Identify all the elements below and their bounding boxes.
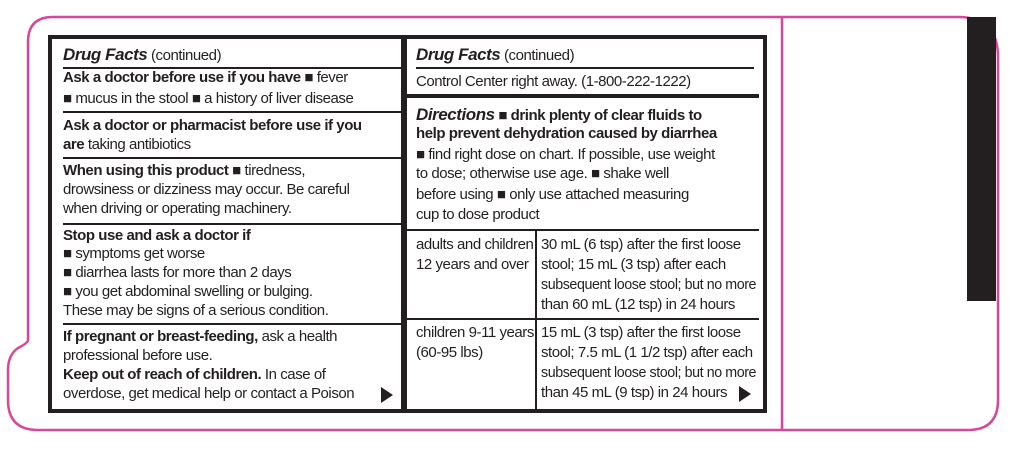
- right-line: help prevent dehydration caused by diarr…: [416, 124, 717, 143]
- right-line: Directions ■ drink plenty of clear fluid…: [416, 105, 702, 125]
- section-rule: [416, 67, 754, 69]
- text-segment: ■ diarrhea lasts for more than 2 days: [63, 264, 292, 281]
- left-line: Ask a doctor or pharmacist before use if…: [63, 116, 362, 135]
- text-segment: ask a health: [257, 328, 338, 345]
- dose-amount: stool; 15 mL (3 tsp) after each: [541, 256, 726, 273]
- left-line: are taking antibiotics: [63, 135, 191, 154]
- panel-divider: [401, 35, 407, 413]
- text-segment: before using ■ only use attached measuri…: [416, 186, 689, 203]
- dose-age: (60-95 lbs): [416, 343, 483, 361]
- left-line: Stop use and ask a doctor if: [63, 226, 251, 245]
- text-segment: Directions: [416, 105, 495, 124]
- table-column-divider: [535, 230, 537, 410]
- text-segment: Stop use and ask a doctor if: [63, 227, 251, 244]
- left-line: ■ you get abdominal swelling or bulging.: [63, 282, 313, 301]
- text-segment: When using this product: [63, 162, 229, 179]
- dose-amount: than 45 mL (9 tsp) in 24 hours: [541, 384, 728, 401]
- left-line: ■ diarrhea lasts for more than 2 days: [63, 263, 292, 282]
- left-line: overdose, get medical help or contact a …: [63, 384, 355, 403]
- black-bar: [967, 17, 996, 301]
- text-segment: to dose; otherwise use age. ■ shake well: [416, 165, 669, 182]
- section-rule: [407, 318, 759, 320]
- text-segment: help prevent dehydration caused by diarr…: [416, 125, 717, 142]
- text-segment: ■ you get abdominal swelling or bulging.: [63, 283, 313, 300]
- right-line: ■ find right dose on chart. If possible,…: [416, 145, 715, 164]
- text-segment: Ask a doctor or pharmacist before use if…: [63, 117, 362, 134]
- dose-amount: 30 mL (6 tsp) after the first loose: [541, 236, 741, 253]
- left-line: drowsiness or dizziness may occur. Be ca…: [63, 180, 350, 199]
- dose-amount: stool; 7.5 mL (1 1/2 tsp) after each: [541, 344, 753, 361]
- text-segment: These may be signs of a serious conditio…: [63, 302, 329, 319]
- right-line: Control Center right away. (1-800-222-12…: [416, 72, 691, 91]
- text-segment: Keep out of reach of children.: [63, 366, 262, 383]
- left-line: These may be signs of a serious conditio…: [63, 301, 329, 320]
- text-segment: In case of: [261, 366, 326, 383]
- section-rule: [63, 323, 401, 325]
- dose-age: adults and children: [416, 236, 534, 253]
- left-line: When using this product ■ tiredness,: [63, 161, 305, 180]
- text-segment: ■ symptoms get worse: [63, 245, 205, 262]
- section-rule: [63, 157, 401, 159]
- dose-amount: than 60 mL (12 tsp) in 24 hours: [541, 296, 735, 313]
- left-line: Keep out of reach of children. In case o…: [63, 365, 326, 384]
- right-line: to dose; otherwise use age. ■ shake well: [416, 164, 669, 183]
- section-rule: [63, 223, 401, 225]
- dose-amount: subsequent loose stool; but no more: [541, 364, 757, 381]
- text-segment: professional before use.: [63, 347, 213, 364]
- text-segment: ■ fever: [300, 69, 348, 86]
- dose-age: children 9-11 years: [416, 324, 534, 341]
- right-line: Drug Facts (continued): [416, 45, 575, 65]
- text-segment: taking antibiotics: [84, 136, 191, 153]
- text-segment: Ask a doctor before use if you have: [63, 69, 301, 86]
- text-segment: (continued): [500, 47, 575, 64]
- text-segment: (continued): [147, 47, 222, 64]
- section-rule: [407, 94, 759, 98]
- text-segment: ■ tiredness,: [228, 162, 306, 179]
- left-line: ■ symptoms get worse: [63, 244, 205, 263]
- text-segment: ■ find right dose on chart. If possible,…: [416, 146, 715, 163]
- text-segment: Drug Facts: [63, 45, 148, 64]
- arrow-right-triangle-icon: [739, 386, 751, 402]
- arrow-right-triangle-icon: [381, 387, 393, 403]
- text-segment: If pregnant or breast-feeding,: [63, 328, 258, 345]
- text-segment: Drug Facts: [416, 45, 501, 64]
- left-line: Drug Facts (continued): [63, 45, 222, 65]
- text-segment: Control Center right away. (1-800-222-12…: [416, 73, 691, 90]
- right-line: before using ■ only use attached measuri…: [416, 185, 689, 204]
- section-rule: [63, 67, 401, 69]
- text-segment: ■ drink plenty of clear fluids to: [494, 107, 702, 124]
- left-line: when driving or operating machinery.: [63, 199, 292, 218]
- left-line: Ask a doctor before use if you have ■ fe…: [63, 68, 348, 87]
- left-line: If pregnant or breast-feeding, ask a hea…: [63, 327, 338, 346]
- section-rule: [63, 111, 401, 113]
- right-line: cup to dose product: [416, 205, 540, 224]
- text-segment: overdose, get medical help or contact a …: [63, 385, 355, 402]
- left-line: professional before use.: [63, 346, 213, 365]
- dose-amount: 15 mL (3 tsp) after the first loose: [541, 324, 741, 341]
- text-segment: ■ mucus in the stool ■ a history of live…: [63, 90, 354, 107]
- section-rule: [407, 229, 759, 231]
- text-segment: drowsiness or dizziness may occur. Be ca…: [63, 181, 350, 198]
- left-line: ■ mucus in the stool ■ a history of live…: [63, 89, 354, 108]
- dose-amount: subsequent loose stool; but no more: [541, 276, 757, 293]
- text-segment: are: [63, 136, 85, 153]
- dose-age: 12 years and over: [416, 255, 529, 273]
- text-segment: when driving or operating machinery.: [63, 200, 292, 217]
- text-segment: cup to dose product: [416, 206, 540, 223]
